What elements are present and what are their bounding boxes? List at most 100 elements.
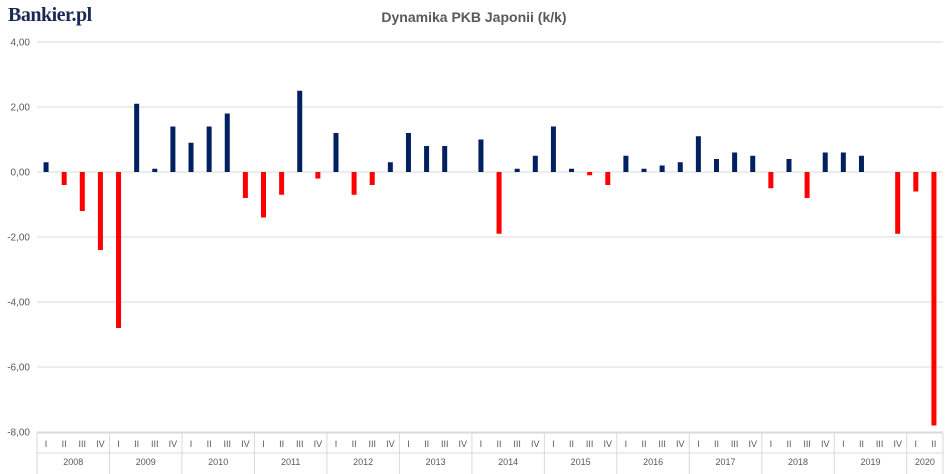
bar — [532, 155, 538, 172]
bar — [641, 168, 647, 172]
quarter-label: I — [625, 439, 628, 449]
year-label: 2016 — [643, 457, 663, 467]
bar — [732, 152, 738, 172]
quarter-label: III — [876, 439, 884, 449]
quarter-label: IV — [314, 439, 323, 449]
bar — [623, 155, 629, 172]
bar — [768, 172, 774, 189]
y-axis-tick-labels: 4,00 2,00 0,00 -2,00 -4,00 -6,00 -8,00 — [7, 38, 30, 439]
quarter-label: I — [262, 439, 265, 449]
quarter-label: II — [569, 439, 574, 449]
quarter-label: I — [117, 439, 120, 449]
y-tick-label: 0,00 — [11, 168, 31, 179]
quarter-label: II — [497, 439, 502, 449]
quarter-label: IV — [604, 439, 613, 449]
bar — [931, 172, 937, 426]
bar — [786, 159, 792, 172]
quarter-label: III — [296, 439, 304, 449]
bar — [858, 155, 864, 172]
quarter-label: II — [62, 439, 67, 449]
quarter-label: I — [915, 439, 918, 449]
bar — [279, 172, 285, 195]
bar — [206, 126, 212, 172]
bar — [315, 172, 321, 179]
year-label: 2009 — [136, 457, 156, 467]
quarter-label: III — [731, 439, 739, 449]
bar — [822, 152, 828, 172]
quarter-label: I — [190, 439, 193, 449]
bar — [804, 172, 810, 198]
year-label: 2013 — [426, 457, 446, 467]
bar — [369, 172, 375, 185]
bar — [297, 90, 303, 172]
y-tick-label: -6,00 — [7, 363, 30, 374]
quarter-label: I — [480, 439, 483, 449]
y-tick-label: -2,00 — [7, 233, 30, 244]
quarter-label: I — [45, 439, 48, 449]
bar-series — [43, 90, 937, 426]
bar — [569, 168, 575, 172]
quarter-label: IV — [386, 439, 395, 449]
bar — [152, 168, 158, 172]
quarter-label: III — [803, 439, 811, 449]
quarter-label: IV — [459, 439, 468, 449]
bar — [387, 162, 393, 172]
quarter-label: II — [859, 439, 864, 449]
bar — [714, 159, 719, 172]
quarter-label: III — [224, 439, 232, 449]
bar — [550, 126, 556, 172]
quarter-label: II — [786, 439, 791, 449]
bar — [116, 172, 122, 328]
quarter-label: IV — [893, 439, 902, 449]
bar — [43, 162, 49, 172]
quarter-label: III — [79, 439, 87, 449]
bar — [750, 155, 756, 172]
bar — [695, 136, 701, 172]
bar — [895, 172, 901, 234]
y-tick-label: 2,00 — [11, 103, 31, 114]
bar — [242, 172, 248, 198]
bar — [405, 133, 411, 172]
bar — [442, 146, 448, 172]
quarter-label: II — [279, 439, 284, 449]
year-label: 2017 — [716, 457, 736, 467]
quarter-label: II — [642, 439, 647, 449]
year-label: 2014 — [498, 457, 518, 467]
bar — [424, 146, 430, 172]
bar — [79, 172, 85, 211]
quarter-label: I — [552, 439, 555, 449]
bar — [587, 172, 593, 176]
gridlines — [37, 41, 943, 433]
quarter-label: I — [697, 439, 700, 449]
bar — [134, 103, 140, 172]
quarter-label: I — [770, 439, 773, 449]
bar — [333, 133, 339, 172]
y-tick-label: -4,00 — [7, 298, 30, 309]
y-tick-label: 4,00 — [11, 38, 31, 49]
quarter-label: III — [658, 439, 666, 449]
quarter-label: IV — [169, 439, 178, 449]
quarter-label: II — [931, 439, 936, 449]
quarter-label: III — [151, 439, 159, 449]
bar — [605, 172, 611, 185]
bar — [170, 126, 176, 172]
quarter-label: I — [335, 439, 338, 449]
year-label: 2012 — [353, 457, 373, 467]
year-label: 2015 — [571, 457, 591, 467]
year-label: 2018 — [788, 457, 808, 467]
year-label: 2020 — [915, 457, 935, 467]
quarter-label: I — [407, 439, 410, 449]
bar — [97, 172, 103, 250]
bar — [496, 172, 502, 234]
bar — [61, 172, 67, 185]
quarter-label: IV — [531, 439, 540, 449]
bar — [514, 168, 520, 172]
quarter-label: III — [368, 439, 376, 449]
bar — [677, 162, 683, 172]
quarter-label: II — [424, 439, 429, 449]
year-label: 2008 — [63, 457, 83, 467]
bar — [478, 139, 484, 172]
year-label: 2010 — [208, 457, 228, 467]
